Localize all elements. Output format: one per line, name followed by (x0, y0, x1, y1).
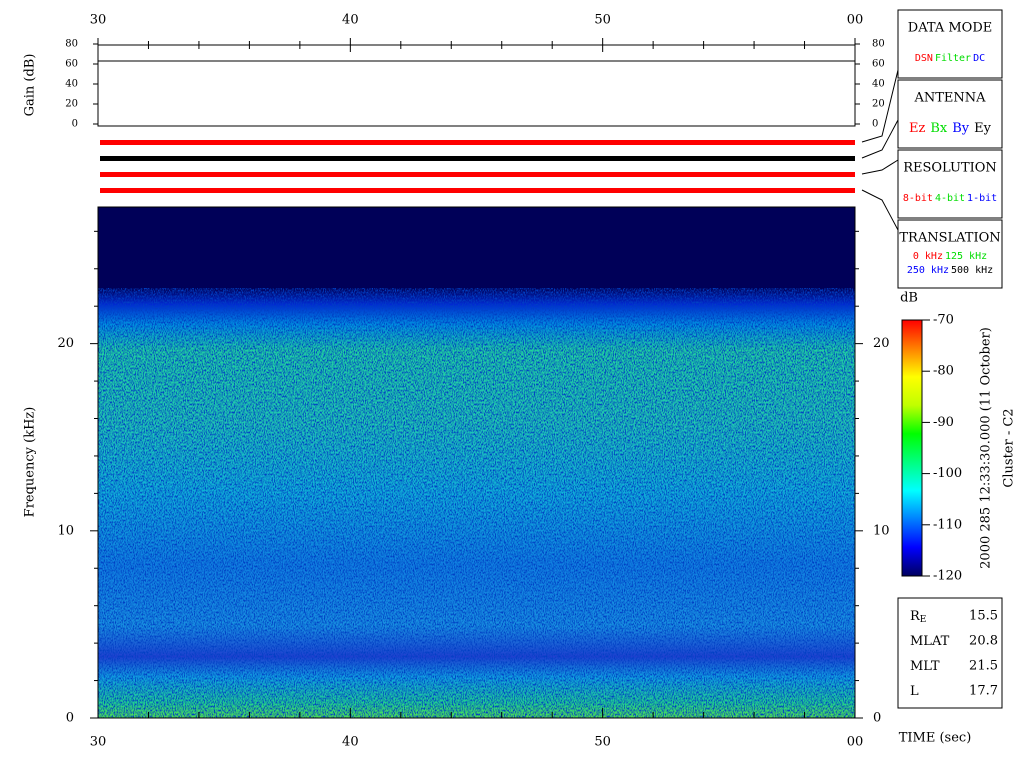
orbit-label: RE (910, 609, 926, 625)
panel-item: 250 kHz (907, 265, 949, 276)
arrows (861, 69, 899, 231)
orbit-label-text: L (910, 684, 919, 699)
panel-title: ANTENNA (913, 91, 986, 106)
orbit-label: L (910, 684, 919, 699)
x-tick-label: 00 (847, 13, 864, 28)
x-tick-label: 40 (342, 13, 359, 28)
panel-row: 250 kHz 500 kHz (907, 265, 993, 276)
panel-item: 125 kHz (945, 251, 987, 262)
orbit-value: 21.5 (969, 659, 998, 674)
gain-tick-label: 0 (872, 119, 878, 130)
colorbar-tick-label: -80 (933, 364, 954, 379)
panel-item: 4-bit (935, 193, 965, 204)
y-tick-label: 10 (873, 523, 890, 538)
colorbar-tick-label: -120 (933, 569, 962, 584)
orbit-label-text: MLAT (910, 634, 950, 649)
gain-frame (97, 44, 856, 127)
panel-item: DSN (915, 53, 933, 64)
panel-box (897, 149, 1003, 219)
orbit-value: 20.8 (969, 634, 998, 649)
y-tick-label: 20 (57, 336, 74, 351)
orbit-value: 17.7 (969, 684, 998, 699)
x-axis-label: TIME (sec) (899, 731, 972, 746)
status-bar (100, 156, 855, 161)
arrow (861, 189, 899, 231)
annotation: 2000 285 12:33:30.000 (11 October) (979, 327, 994, 569)
status-bar (100, 140, 855, 145)
panel-item: DC (973, 53, 985, 64)
y-tick-label: 20 (873, 336, 890, 351)
x-tick-label: 40 (342, 735, 359, 750)
gain-tick-label: 60 (872, 59, 885, 70)
gain-label: Gain (dB) (23, 54, 38, 117)
panel-box (897, 79, 1003, 149)
panel-box (897, 219, 1003, 289)
orbit-box (897, 597, 1003, 709)
panel-box (897, 9, 1003, 79)
panel-title: RESOLUTION (903, 161, 997, 176)
x-tick-label: 00 (847, 735, 864, 750)
y-tick-label: 0 (873, 711, 881, 726)
status-bar (100, 188, 855, 193)
panel-row: 0 kHz 125 kHz (913, 251, 987, 262)
spectrogram-frame (97, 206, 856, 719)
x-tick-label: 30 (90, 13, 107, 28)
panel-item: By (952, 121, 970, 136)
colorbar (901, 319, 923, 577)
annotation: Cluster - C2 (1002, 408, 1017, 487)
panel-item: 1-bit (967, 193, 997, 204)
panel-row: 8-bit 4-bit 1-bit (903, 193, 997, 204)
orbit-label-text: MLT (910, 659, 940, 674)
panel-item: 0 kHz (913, 251, 943, 262)
panel-item: Bx (930, 121, 948, 136)
gain-tick-label: 20 (872, 99, 885, 110)
colorbar-tick-label: -90 (933, 415, 954, 430)
y-tick-label: 10 (57, 523, 74, 538)
arrow (861, 119, 899, 159)
panel-title: TRANSLATION (899, 231, 1000, 246)
gain-tick-label: 60 (65, 59, 78, 70)
colorbar-label: dB (900, 291, 918, 306)
orbit-value: 15.5 (969, 609, 998, 624)
gain-tick-label: 20 (65, 99, 78, 110)
colorbar-tick-label: -100 (933, 466, 962, 481)
panel-item: 8-bit (903, 193, 933, 204)
panel-row: Ez Bx By Ey (909, 121, 992, 136)
panel-item: 500 kHz (951, 265, 993, 276)
gain-tick-label: 40 (872, 79, 885, 90)
gain-tick-label: 80 (65, 39, 78, 50)
spectrogram-texture (98, 288, 855, 718)
panel-row: DSN Filter DC (915, 53, 985, 64)
y-tick-label: 0 (66, 711, 74, 726)
x-tick-label: 50 (594, 13, 611, 28)
gain-tick-label: 80 (872, 39, 885, 50)
orbit-label-sub: E (920, 615, 927, 625)
gain-tick-label: 40 (65, 79, 78, 90)
panel-title: DATA MODE (908, 21, 992, 36)
orbit-label: MLT (910, 659, 940, 674)
x-tick-label: 50 (594, 735, 611, 750)
arrow (861, 69, 899, 143)
panel-item: Ey (974, 121, 991, 136)
colorbar-tick-label: -110 (933, 517, 962, 532)
panel-item: Filter (935, 53, 971, 64)
y-axis-label: Frequency (kHz) (23, 407, 38, 518)
orbit-label-text: R (910, 609, 921, 624)
gain-tick-label: 0 (72, 119, 78, 130)
colorbar-tick-label: -70 (933, 313, 954, 328)
x-tick-label: 30 (90, 735, 107, 750)
panel-item: Ez (909, 121, 925, 136)
arrow (861, 159, 899, 175)
orbit-label: MLAT (910, 634, 950, 649)
status-bar (100, 172, 855, 177)
